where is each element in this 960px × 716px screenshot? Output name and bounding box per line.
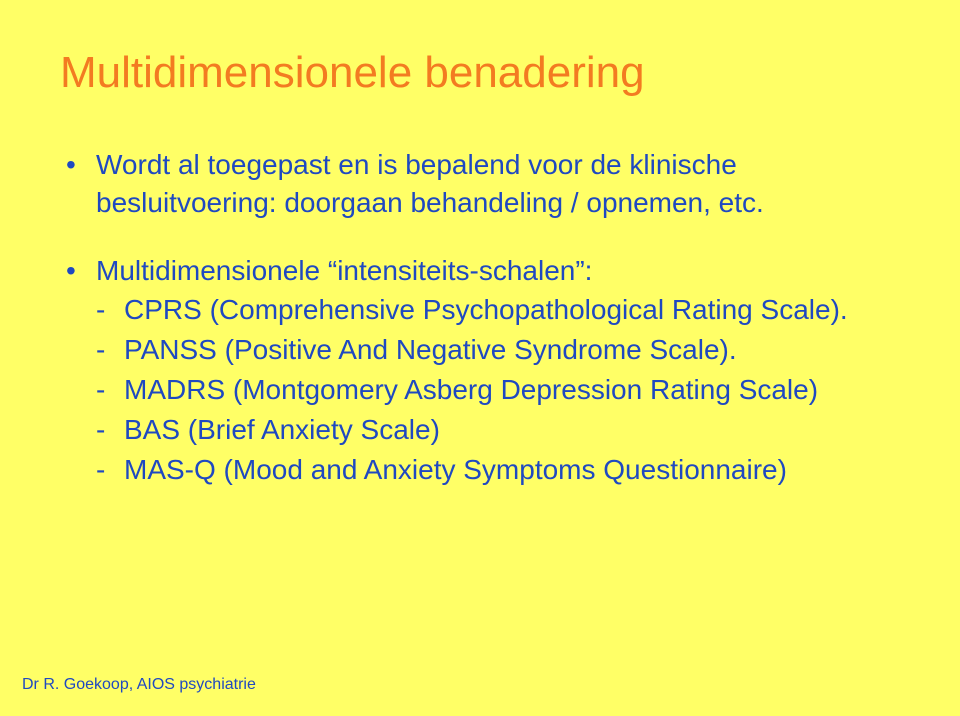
slide: Multidimensionele benadering Wordt al to… [0,0,960,716]
bullet-text: Multidimensionele “intensiteits-schalen”… [96,255,592,286]
slide-footer: Dr R. Goekoop, AIOS psychiatrie [22,676,256,694]
sub-bullet-text: MADRS (Montgomery Asberg Depression Rati… [124,374,818,405]
bullet-list: Wordt al toegepast en is bepalend voor d… [60,146,900,488]
sub-bullet-item: MAS-Q (Mood and Anxiety Symptoms Questio… [96,451,900,489]
sub-bullet-item: PANSS (Positive And Negative Syndrome Sc… [96,331,900,369]
sub-bullet-text: CPRS (Comprehensive Psychopathological R… [124,294,848,325]
sub-bullet-text: PANSS (Positive And Negative Syndrome Sc… [124,334,737,365]
bullet-item: Multidimensionele “intensiteits-schalen”… [60,252,900,489]
sub-bullet-item: MADRS (Montgomery Asberg Depression Rati… [96,371,900,409]
sub-bullet-text: MAS-Q (Mood and Anxiety Symptoms Questio… [124,454,787,485]
bullet-item: Wordt al toegepast en is bepalend voor d… [60,146,900,222]
slide-title: Multidimensionele benadering [60,48,900,98]
slide-content: Wordt al toegepast en is bepalend voor d… [60,146,900,488]
sub-bullet-text: BAS (Brief Anxiety Scale) [124,414,440,445]
sub-bullet-list: CPRS (Comprehensive Psychopathological R… [96,291,900,488]
bullet-text: Wordt al toegepast en is bepalend voor d… [96,149,764,218]
sub-bullet-item: CPRS (Comprehensive Psychopathological R… [96,291,900,329]
sub-bullet-item: BAS (Brief Anxiety Scale) [96,411,900,449]
